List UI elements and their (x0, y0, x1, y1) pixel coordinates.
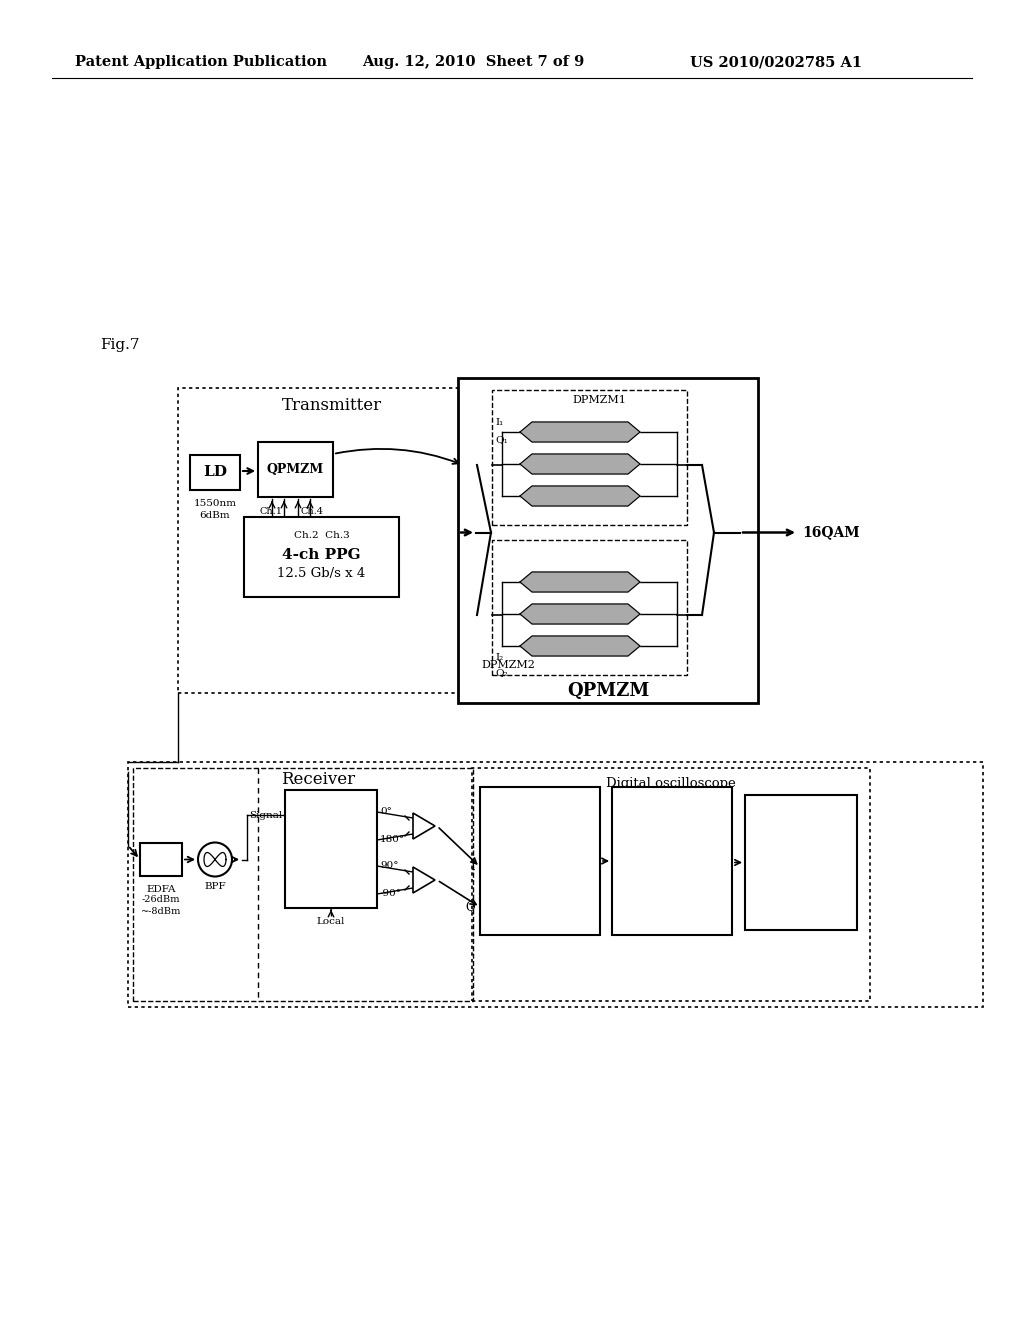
Text: A-D converter: A-D converter (499, 834, 582, 847)
Text: 180°: 180° (380, 836, 406, 845)
Text: 90-degree: 90-degree (302, 822, 359, 833)
Text: BPF: BPF (204, 882, 226, 891)
Text: Bit error: Bit error (775, 837, 827, 850)
Text: 0°: 0° (380, 808, 392, 817)
Circle shape (198, 842, 232, 876)
Text: ATT: ATT (148, 853, 174, 866)
Text: -90°: -90° (380, 890, 402, 899)
Text: High-speed: High-speed (506, 818, 574, 832)
Text: Transmitter: Transmitter (282, 397, 382, 414)
Polygon shape (413, 867, 435, 894)
Bar (128, 762, 983, 1007)
Text: Patent Application Publication: Patent Application Publication (75, 55, 327, 69)
Text: 16QAM: 16QAM (802, 525, 859, 540)
Bar (244, 517, 399, 597)
Text: Ch.2  Ch.3: Ch.2 Ch.3 (294, 531, 349, 540)
Bar (190, 455, 240, 490)
Polygon shape (520, 486, 640, 506)
Bar (458, 378, 758, 704)
Polygon shape (413, 813, 435, 840)
Polygon shape (520, 572, 640, 591)
Polygon shape (520, 422, 640, 442)
Text: 12.5 Gsa/s: 12.5 Gsa/s (636, 792, 707, 804)
Text: Q: Q (465, 900, 475, 913)
Bar (133, 768, 473, 1001)
Text: I₁: I₁ (495, 418, 503, 426)
Text: 90°: 90° (380, 862, 398, 870)
Bar (140, 843, 182, 876)
Text: coupler: coupler (309, 853, 352, 863)
Text: I: I (470, 861, 475, 874)
Text: Aug. 12, 2010  Sheet 7 of 9: Aug. 12, 2010 Sheet 7 of 9 (362, 55, 585, 69)
Text: High-speed: High-speed (638, 810, 707, 824)
Text: for phase: for phase (644, 842, 700, 855)
Text: 6dBm: 6dBm (200, 511, 230, 520)
Text: EDFA: EDFA (146, 884, 176, 894)
Polygon shape (520, 605, 640, 624)
Text: ~-8dBm: ~-8dBm (141, 907, 181, 916)
Text: (emulated): (emulated) (640, 874, 705, 887)
Text: US 2010/0202785 A1: US 2010/0202785 A1 (690, 55, 862, 69)
Text: counter: counter (778, 854, 824, 866)
Text: Digital oscilloscope: Digital oscilloscope (606, 777, 736, 791)
Text: I₂: I₂ (495, 653, 503, 663)
Bar (178, 388, 486, 693)
Text: DSP: DSP (658, 826, 686, 840)
Text: QPMZM: QPMZM (267, 463, 324, 477)
Text: Signal: Signal (249, 810, 282, 820)
Text: Ch.4: Ch.4 (300, 507, 324, 516)
Text: 1550nm: 1550nm (194, 499, 237, 508)
Bar (492, 389, 687, 525)
Bar (492, 540, 687, 675)
Text: LD: LD (203, 466, 227, 479)
Bar (285, 789, 377, 908)
Text: -26dBm: -26dBm (141, 895, 180, 904)
Bar (612, 787, 732, 935)
Text: 4-ch PPG: 4-ch PPG (283, 548, 360, 562)
Text: QPMZM: QPMZM (567, 682, 649, 700)
Bar (472, 768, 870, 1001)
Text: Ch.1: Ch.1 (259, 507, 283, 516)
Text: Q₂: Q₂ (495, 668, 508, 677)
Polygon shape (520, 636, 640, 656)
Text: DPMZM2: DPMZM2 (481, 660, 535, 671)
Polygon shape (520, 454, 640, 474)
Bar (258, 442, 333, 498)
Text: Receiver: Receiver (281, 771, 355, 788)
Text: Q₁: Q₁ (495, 436, 508, 444)
Text: DPMZM1: DPMZM1 (572, 395, 627, 405)
Text: 12.5 Gb/s x 4: 12.5 Gb/s x 4 (278, 566, 366, 579)
Text: Local: Local (316, 916, 345, 925)
Text: Fig.7: Fig.7 (100, 338, 139, 352)
Text: hybrid: hybrid (312, 838, 349, 847)
Bar (480, 787, 600, 935)
Text: estimation: estimation (641, 858, 703, 871)
Bar (745, 795, 857, 931)
